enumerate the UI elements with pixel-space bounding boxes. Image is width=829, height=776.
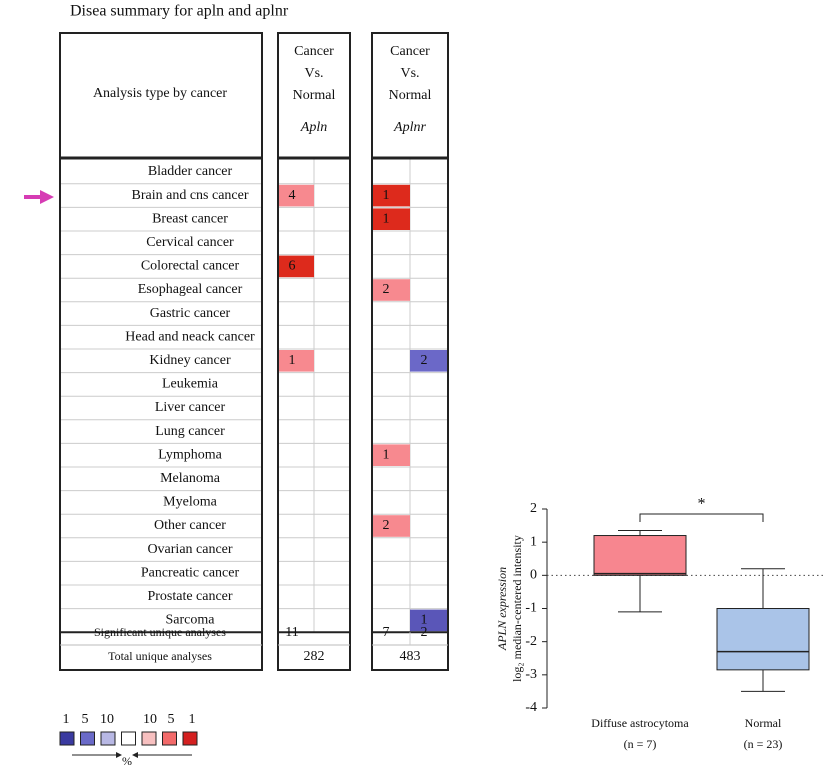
- row-label: Myeloma: [163, 495, 217, 510]
- arrow-head: [40, 190, 54, 204]
- row-label: Esophageal cancer: [138, 282, 243, 297]
- legend-swatch: [121, 731, 136, 746]
- row-label: Leukemia: [162, 377, 219, 392]
- cell: [372, 515, 410, 537]
- legend-swatch: [182, 731, 198, 746]
- legend-arrow: [132, 752, 138, 758]
- cell-value: 4: [289, 188, 296, 203]
- summary-label: Total unique analyses: [108, 649, 212, 663]
- cell-value: 2: [421, 353, 428, 368]
- y-tick-label: -4: [525, 700, 537, 715]
- x-tick-label: Diffuse astrocytoma: [591, 716, 689, 730]
- gene-name: Aplnr: [393, 120, 426, 135]
- row-label: Colorectal cancer: [141, 259, 240, 274]
- column-title: Cancer: [294, 44, 334, 59]
- row-label: Breast cancer: [152, 211, 228, 226]
- cell: [372, 444, 410, 466]
- cell-value: 1: [383, 211, 390, 226]
- summary-value: 7: [383, 625, 390, 640]
- cell-value: 2: [383, 518, 390, 533]
- row-label: Kidney cancer: [149, 353, 231, 368]
- table-title: Disea summary for apln and aplnr: [70, 3, 289, 20]
- cell-value: 6: [289, 259, 296, 274]
- legend-swatch: [80, 731, 95, 746]
- cell: [278, 350, 314, 372]
- legend-label: 10: [100, 712, 114, 727]
- y-tick-label: -1: [525, 601, 537, 616]
- row-label: Head and neack cancer: [125, 329, 255, 344]
- column-title: Cancer: [390, 44, 430, 59]
- summary-label: Significant unique analyses: [94, 625, 226, 639]
- y-tick-label: 0: [530, 568, 537, 583]
- legend-swatch: [100, 731, 116, 746]
- cell: [372, 208, 410, 230]
- cell-value: 1: [289, 353, 296, 368]
- row-label: Melanoma: [160, 471, 221, 486]
- y-tick-label: 2: [530, 501, 537, 516]
- gene-name: Apln: [300, 120, 327, 135]
- row-label: Pancreatic cancer: [141, 565, 240, 580]
- legend-label: 10: [143, 712, 157, 727]
- row-label: Other cancer: [154, 518, 226, 533]
- cell: [372, 184, 410, 207]
- cell-value: 1: [383, 188, 390, 203]
- legend-swatch: [59, 731, 75, 746]
- column-title: Vs.: [304, 66, 323, 81]
- legend-unit: %: [122, 754, 132, 768]
- row-label: Liver cancer: [155, 400, 226, 415]
- box: [716, 608, 810, 671]
- n-label: (n = 7): [624, 737, 657, 751]
- row-label: Brain and cns cancer: [132, 188, 249, 203]
- cell: [410, 609, 448, 632]
- box: [593, 535, 687, 576]
- summary-value: 2: [421, 625, 428, 640]
- column-title: Vs.: [400, 66, 419, 81]
- legend-label: 5: [168, 712, 175, 727]
- legend-label: 1: [189, 712, 196, 727]
- y-axis-label: log₂ median-centered intensity: [510, 535, 524, 682]
- cell: [372, 279, 410, 301]
- column-title: Normal: [389, 88, 432, 103]
- cell-value: 2: [383, 282, 390, 297]
- legend-swatch: [141, 731, 157, 746]
- legend-swatch: [162, 731, 177, 746]
- y-tick-label: -2: [525, 634, 537, 649]
- header-label: Analysis type by cancer: [93, 86, 227, 101]
- summary-value: 11: [285, 625, 298, 640]
- y-axis-label: APLN expression: [495, 567, 509, 651]
- cell: [278, 255, 314, 278]
- y-tick-label: 1: [530, 534, 537, 549]
- n-label: (n = 23): [744, 737, 783, 751]
- annotation: *: [698, 496, 706, 513]
- row-label: Bladder cancer: [148, 164, 233, 179]
- table-frame: [277, 32, 351, 671]
- legend-label: 1: [63, 712, 70, 727]
- table-frame: [59, 32, 263, 671]
- summary-value: 282: [304, 649, 325, 664]
- x-tick-label: Normal: [745, 716, 782, 730]
- cell: [278, 184, 314, 207]
- y-tick-label: -3: [525, 667, 537, 682]
- row-label: Gastric cancer: [150, 306, 231, 321]
- cell: [410, 350, 448, 372]
- legend-arrow: [116, 752, 122, 758]
- row-label: Sarcoma: [166, 613, 216, 628]
- significance-bracket: [639, 513, 764, 522]
- column-title: Normal: [293, 88, 336, 103]
- summary-value: 483: [400, 649, 421, 664]
- row-label: Cervical cancer: [146, 235, 234, 250]
- row-label: Lung cancer: [155, 424, 225, 439]
- row-label: Prostate cancer: [147, 589, 232, 604]
- cell-value: 1: [421, 613, 428, 628]
- table-frame: [371, 32, 449, 671]
- row-label: Ovarian cancer: [147, 542, 232, 557]
- legend-label: 5: [82, 712, 89, 727]
- cell-value: 1: [383, 447, 390, 462]
- row-label: Lymphoma: [158, 447, 223, 462]
